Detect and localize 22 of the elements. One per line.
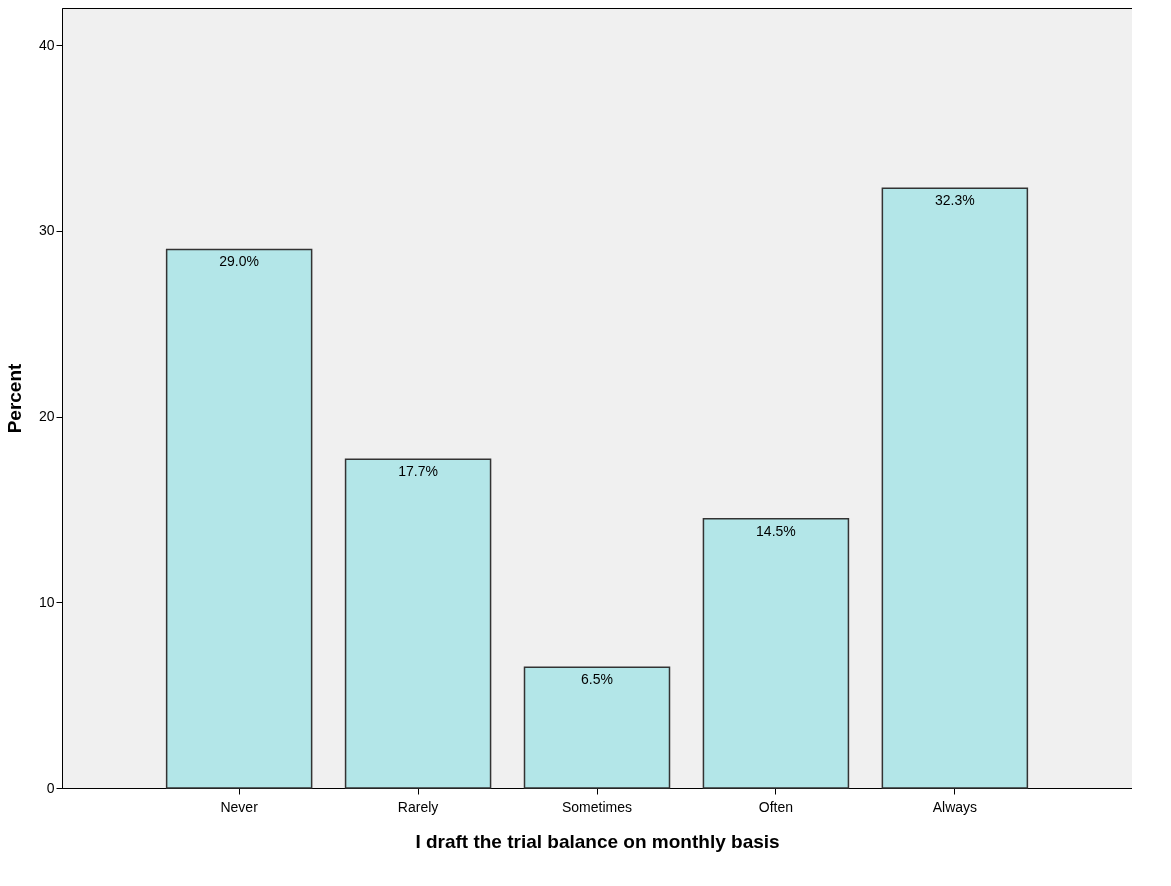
- x-tick-label: Often: [758, 798, 794, 815]
- data-label: 32.3%: [935, 192, 975, 209]
- y-tick-label: 40: [38, 36, 55, 53]
- y-tick-label: 30: [38, 222, 55, 239]
- data-label: 29.0%: [219, 253, 259, 270]
- y-tick-label: 0: [46, 779, 55, 796]
- data-label: 6.5%: [581, 671, 613, 688]
- x-tick-label: Sometimes: [561, 798, 633, 815]
- bar: [523, 666, 671, 789]
- x-tick-label: Never: [220, 798, 259, 815]
- data-label: 17.7%: [398, 463, 438, 480]
- x-axis-title: I draft the trial balance on monthly basis: [415, 830, 780, 852]
- bar: [165, 248, 313, 789]
- x-tick-label: Always: [932, 798, 978, 815]
- x-tick-label: Rarely: [397, 798, 439, 815]
- y-tick-label: 10: [38, 593, 55, 610]
- bar: [702, 517, 850, 789]
- bar: [881, 187, 1029, 789]
- y-tick-label: 20: [38, 408, 55, 425]
- data-label: 14.5%: [756, 522, 796, 539]
- y-axis-title: Percent: [3, 362, 25, 434]
- bar: [344, 458, 492, 789]
